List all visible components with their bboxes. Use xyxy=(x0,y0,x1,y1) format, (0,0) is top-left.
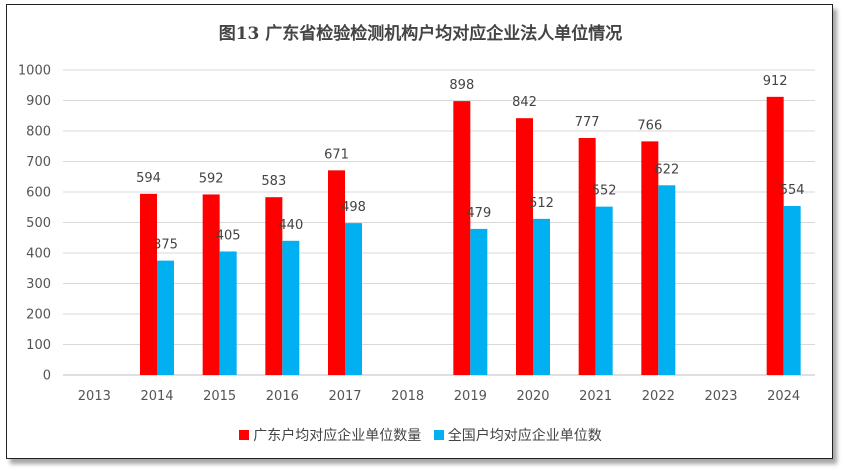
bar-guangdong xyxy=(516,118,533,375)
data-label-national: 440 xyxy=(278,218,303,233)
data-label-guangdong: 594 xyxy=(136,171,161,186)
legend-item-guangdong: 广东户均对应企业单位数量 xyxy=(239,425,421,445)
legend-item-national: 全国户均对应企业单位数 xyxy=(433,425,602,445)
x-tick-label: 2020 xyxy=(516,389,549,404)
y-tick-label: 900 xyxy=(26,94,51,109)
bar-guangdong xyxy=(328,170,345,375)
data-label-national: 554 xyxy=(780,183,805,198)
y-tick-label: 200 xyxy=(26,308,51,323)
bar-guangdong xyxy=(202,194,220,375)
y-tick-label: 700 xyxy=(26,155,51,170)
bar-national xyxy=(345,223,362,375)
y-tick-label: 100 xyxy=(26,338,51,353)
data-label-national: 552 xyxy=(592,184,617,199)
x-tick-label: 2022 xyxy=(642,389,675,404)
x-tick-label: 2024 xyxy=(767,389,800,404)
data-label-national: 479 xyxy=(466,206,491,221)
bar-national xyxy=(219,251,237,375)
chart-frame: 图13 广东省检验检测机构户均对应企业法人单位情况 0 100 200 300 400 5… xyxy=(6,4,833,459)
data-label-national: 375 xyxy=(153,238,178,253)
bar-national xyxy=(157,260,174,375)
data-label-national: 498 xyxy=(341,200,366,215)
y-tick-label: 0 xyxy=(43,369,51,384)
legend-swatch-national xyxy=(433,430,444,440)
bar-chart: 0 100 200 300 400 500 600 700 800 900 1000 2013 2014… xyxy=(18,64,815,404)
bar-guangdong xyxy=(265,197,283,375)
y-tick-label: 600 xyxy=(26,186,51,201)
data-label-guangdong: 898 xyxy=(449,78,474,93)
bar-guangdong xyxy=(453,101,471,376)
bar-national xyxy=(533,218,550,375)
y-tick-label: 800 xyxy=(26,125,51,140)
data-label-guangdong: 777 xyxy=(575,115,600,130)
data-label-national: 622 xyxy=(654,162,679,177)
x-tick-label: 2021 xyxy=(579,389,612,404)
y-tick-label: 500 xyxy=(26,216,51,231)
x-tick-label: 2019 xyxy=(454,389,487,404)
bar-national xyxy=(470,228,488,375)
y-tick-label: 1000 xyxy=(18,64,51,79)
data-label-guangdong: 671 xyxy=(324,147,349,162)
bar-guangdong xyxy=(140,193,157,375)
x-tick-label: 2013 xyxy=(78,389,111,404)
data-label-national: 405 xyxy=(216,228,241,243)
bar-guangdong xyxy=(641,141,659,375)
legend-label-national: 全国户均对应企业单位数 xyxy=(447,428,602,444)
data-label-guangdong: 842 xyxy=(512,95,537,110)
bar-national xyxy=(595,206,613,375)
chart-legend: 广东户均对应企业单位数量 全国户均对应企业单位数 xyxy=(7,425,834,445)
data-label-national: 512 xyxy=(529,196,554,211)
bar-guangdong xyxy=(766,96,784,375)
x-tick-label: 2018 xyxy=(391,389,424,404)
y-tick-label: 300 xyxy=(26,277,51,292)
x-tick-label: 2016 xyxy=(266,389,299,404)
data-label-guangdong: 912 xyxy=(763,74,788,89)
bar-national xyxy=(783,206,801,375)
chart-title: 图13 广东省检验检测机构户均对应企业法人单位情况 xyxy=(218,24,623,44)
y-tick-label: 400 xyxy=(26,247,51,262)
x-tick-label: 2014 xyxy=(140,389,173,404)
x-tick-label: 2017 xyxy=(328,389,361,404)
x-tick-label: 2023 xyxy=(704,389,737,404)
x-tick-label: 2015 xyxy=(203,389,236,404)
bar-guangdong xyxy=(578,138,596,375)
data-label-guangdong: 592 xyxy=(199,171,224,186)
data-label-guangdong: 766 xyxy=(637,118,662,133)
bar-national xyxy=(282,240,300,375)
legend-label-guangdong: 广东户均对应企业单位数量 xyxy=(253,428,422,444)
data-label-guangdong: 583 xyxy=(261,174,286,189)
bar-national xyxy=(658,185,676,375)
legend-swatch-guangdong xyxy=(239,430,250,440)
